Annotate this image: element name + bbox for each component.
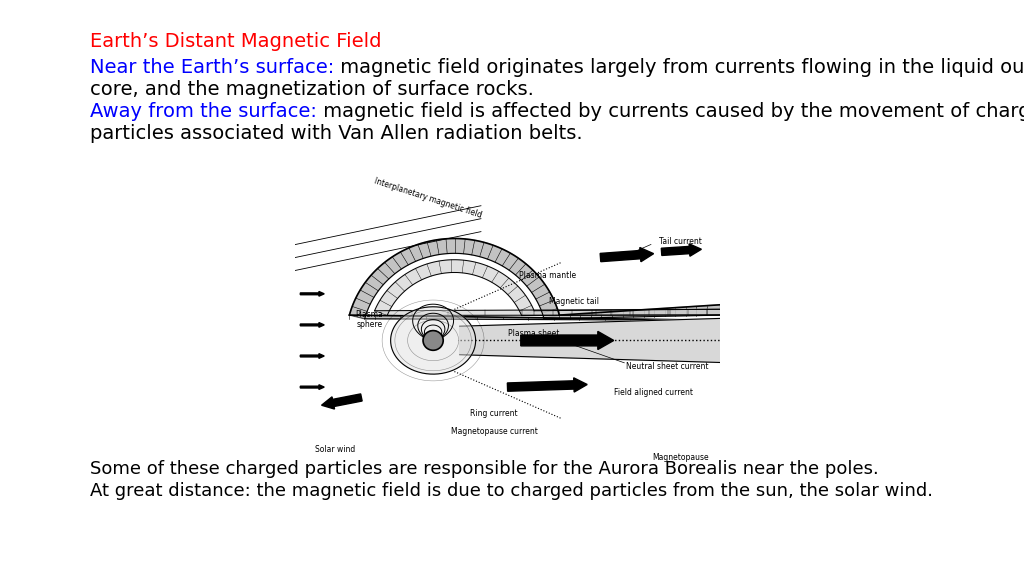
Text: Plasma mantle: Plasma mantle — [519, 271, 575, 280]
Polygon shape — [460, 319, 720, 362]
Text: magnetic field is affected by currents caused by the movement of charged: magnetic field is affected by currents c… — [316, 102, 1024, 121]
FancyArrow shape — [662, 244, 701, 256]
Text: Away from the surface:: Away from the surface: — [90, 102, 316, 121]
Text: At great distance: the magnetic field is due to charged particles from the sun, : At great distance: the magnetic field is… — [90, 482, 933, 500]
Text: Field aligned current: Field aligned current — [614, 388, 693, 397]
Polygon shape — [349, 238, 559, 319]
Text: magnetic field originates largely from currents flowing in the liquid outer: magnetic field originates largely from c… — [334, 58, 1024, 77]
FancyArrow shape — [300, 323, 325, 327]
Polygon shape — [375, 309, 720, 316]
Text: particles associated with Van Allen radiation belts.: particles associated with Van Allen radi… — [90, 124, 583, 143]
Text: Earth’s Distant Magnetic Field: Earth’s Distant Magnetic Field — [90, 32, 382, 51]
FancyArrow shape — [521, 331, 613, 350]
Text: Some of these charged particles are responsible for the Aurora Borealis near the: Some of these charged particles are resp… — [90, 460, 879, 478]
FancyArrow shape — [300, 291, 325, 296]
FancyArrow shape — [507, 378, 587, 392]
Text: Solar wind: Solar wind — [314, 445, 355, 454]
Polygon shape — [349, 315, 720, 320]
FancyArrow shape — [300, 354, 325, 358]
FancyArrow shape — [300, 385, 325, 389]
Text: Ring current: Ring current — [470, 408, 518, 418]
Polygon shape — [375, 260, 535, 316]
Text: Magnetic tail: Magnetic tail — [549, 297, 599, 306]
Text: Tail current: Tail current — [658, 237, 701, 247]
Text: core, and the magnetization of surface rocks.: core, and the magnetization of surface r… — [90, 80, 534, 99]
Text: Magnetopause: Magnetopause — [652, 453, 709, 461]
Polygon shape — [521, 309, 720, 316]
Text: Plasma sheet: Plasma sheet — [508, 329, 560, 339]
Polygon shape — [390, 307, 475, 374]
Polygon shape — [544, 305, 720, 319]
Circle shape — [423, 331, 443, 350]
FancyArrow shape — [600, 248, 653, 262]
Text: Neutral sheet current: Neutral sheet current — [626, 362, 709, 371]
FancyArrow shape — [322, 394, 362, 409]
Text: Interplanetary magnetic field: Interplanetary magnetic field — [373, 176, 482, 219]
Text: Near the Earth’s surface:: Near the Earth’s surface: — [90, 58, 334, 77]
Text: Plasma
sphere: Plasma sphere — [355, 310, 383, 329]
Text: Magnetopause current: Magnetopause current — [451, 427, 538, 435]
